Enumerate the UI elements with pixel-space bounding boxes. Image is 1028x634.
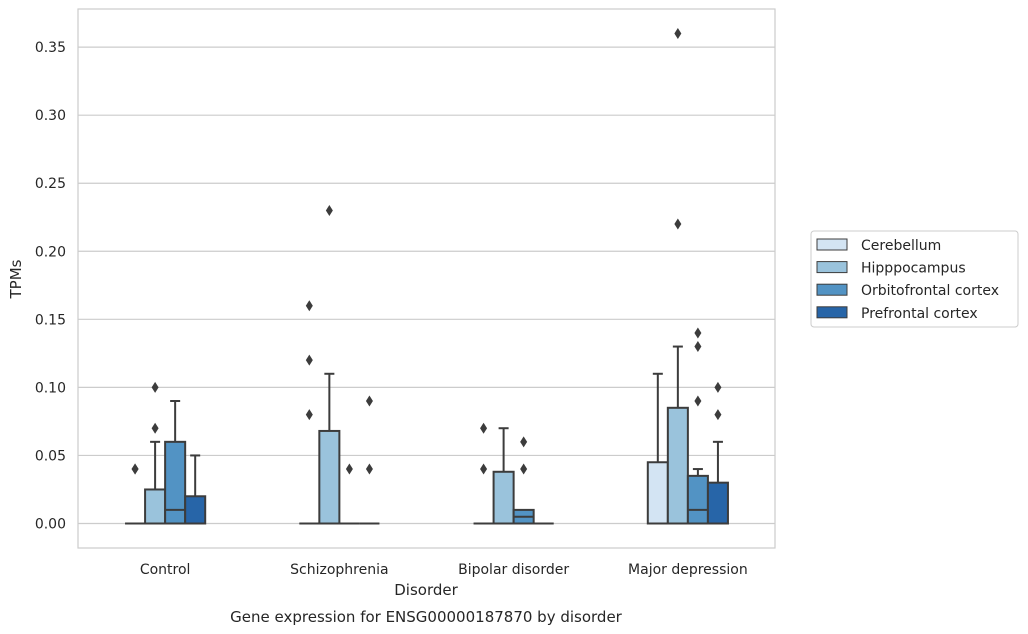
box-orbitofrontal-cortex	[686, 327, 709, 525]
outlier-point	[714, 409, 722, 421]
box-body	[646, 461, 669, 525]
outlier-point	[674, 218, 682, 230]
box-hipppocampus	[666, 28, 689, 525]
box-cerebellum	[646, 372, 669, 525]
legend-label: Orbitofrontal cortex	[861, 283, 999, 299]
outlier-point	[694, 327, 702, 339]
outlier-point	[345, 463, 353, 475]
box-cerebellum	[125, 463, 146, 525]
outlier-point	[305, 354, 313, 366]
plot-area	[125, 28, 729, 525]
box-body	[144, 488, 167, 525]
legend-swatch	[816, 261, 848, 274]
x-tick-label: Bipolar disorder	[458, 562, 569, 578]
legend-label: Cerebellum	[861, 238, 941, 254]
legend-label: Prefrontal cortex	[861, 306, 978, 322]
y-tick-label: 0.35	[35, 40, 66, 56]
legend-swatch	[816, 306, 848, 319]
box-orbitofrontal-cortex	[339, 463, 360, 525]
box-body	[492, 470, 515, 525]
box-body	[164, 440, 187, 525]
chart-title: Gene expression for ENSG00000187870 by d…	[230, 608, 623, 626]
box-hipppocampus	[144, 381, 167, 525]
box-body	[666, 406, 689, 525]
x-tick-label: Control	[140, 562, 191, 578]
outlier-point	[480, 422, 488, 434]
box-orbitofrontal-cortex	[164, 400, 187, 525]
outlier-point	[520, 463, 528, 475]
outlier-point	[674, 28, 682, 39]
outlier-point	[131, 463, 139, 475]
box-prefrontal-cortex	[359, 395, 380, 525]
box-cerebellum	[299, 300, 320, 525]
x-axis-ticks: Control Schizophrenia Bipolar disorder Majo…	[140, 562, 748, 578]
outlier-point	[365, 463, 373, 475]
legend-frame	[810, 230, 1019, 328]
outlier-point	[694, 395, 702, 407]
box-prefrontal-cortex	[184, 454, 207, 525]
outlier-point	[694, 341, 702, 353]
y-tick-label: 0.10	[35, 380, 66, 396]
outlier-point	[305, 300, 313, 312]
y-tick-label: 0.25	[35, 176, 66, 192]
box-cerebellum	[473, 422, 494, 525]
outlier-point	[305, 409, 313, 421]
box-hipppocampus	[492, 427, 515, 525]
outlier-point	[480, 463, 488, 475]
outlier-point	[151, 381, 159, 393]
outlier-point	[325, 204, 333, 216]
legend-swatch	[816, 238, 848, 251]
y-tick-label: 0.30	[35, 108, 66, 124]
plot-frame	[77, 8, 776, 549]
outlier-point	[714, 381, 722, 393]
y-tick-label: 0.15	[35, 312, 66, 328]
legend-swatch	[816, 283, 848, 296]
y-tick-label: 0.05	[35, 448, 66, 464]
box-body	[184, 495, 207, 525]
box-body	[706, 481, 729, 525]
x-axis-label: Disorder	[394, 581, 458, 599]
box-orbitofrontal-cortex	[512, 436, 535, 525]
box-hipppocampus	[318, 204, 341, 525]
outlier-point	[365, 395, 373, 407]
y-axis-label: TPMs	[7, 259, 25, 299]
box-body	[318, 429, 341, 525]
outlier-point	[520, 436, 528, 448]
y-axis-ticks: 0.00 0.05 0.10 0.15 0.20 0.25 0.30 0.35	[35, 40, 66, 532]
box-prefrontal-cortex	[706, 381, 729, 525]
box-body	[686, 474, 709, 525]
legend-label: Hipppocampus	[861, 261, 966, 277]
y-tick-label: 0.20	[35, 244, 66, 260]
y-tick-label: 0.00	[35, 517, 66, 533]
x-tick-label: Schizophrenia	[290, 562, 388, 578]
outlier-point	[151, 422, 159, 434]
x-tick-label: Major depression	[628, 562, 748, 578]
legend: Cerebellum Hipppocampus Orbitofrontal cort…	[810, 230, 1019, 328]
